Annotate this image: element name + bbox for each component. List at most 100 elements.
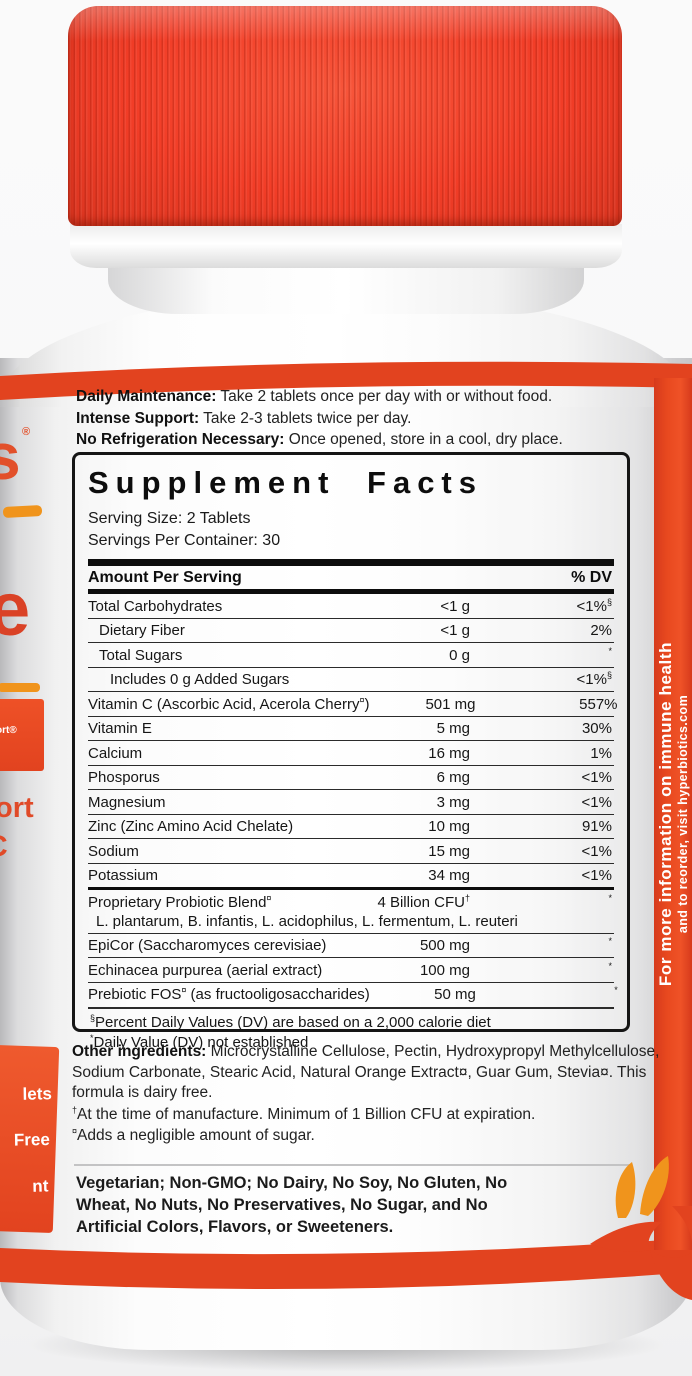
other-ingredients-block: Other ingredients: Microcrystalline Cell…	[72, 1042, 662, 1147]
nutrient-dv: *	[608, 936, 612, 946]
nutrient-amount: 501 mg	[425, 695, 476, 713]
nutrient-amount: 0 g	[449, 646, 470, 664]
direction-line: No Refrigeration Necessary: Once opened,…	[76, 429, 636, 451]
other-ingredients-label: Other ingredients:	[72, 1043, 207, 1060]
direction-label: Daily Maintenance:	[76, 388, 217, 405]
direction-text: Once opened, store in a cool, dry place.	[284, 431, 563, 448]
direction-line: Intense Support: Take 2-3 tablets twice …	[76, 408, 636, 430]
front-label-fragment-word: ort	[0, 792, 34, 824]
other-ingredients-text: Microcrystalline Cellulose, Pectin, Hydr…	[72, 1043, 660, 1101]
nutrient-amount: 3 mg	[436, 793, 470, 811]
badge-text: ort®	[0, 725, 17, 736]
table-row: Potassium 34 mg <1%	[88, 862, 614, 888]
bottle-body	[0, 358, 692, 1350]
nutrient-amount: <1 g	[440, 597, 470, 615]
percent-dv-header: % DV	[571, 569, 612, 586]
nutrient-dv: *	[614, 985, 618, 995]
direction-label: Intense Support:	[76, 409, 200, 427]
servings-per-container: Servings Per Container: 30	[88, 532, 281, 549]
side-stripe-line2: and to reorder, visit hyperbiotics.com	[675, 694, 690, 934]
table-row: Sodium 15 mg <1%	[88, 838, 614, 863]
footnote-line: §Percent Daily Values (DV) are based on …	[90, 1013, 614, 1033]
footnote-line: *Daily Value (DV) not established	[90, 1033, 614, 1053]
front-label-fragment-letter: e	[0, 567, 31, 652]
nutrient-amount: 4 Billion CFU†	[377, 892, 470, 911]
front-label-fragment-letter-c: C	[0, 830, 8, 864]
nutrient-amount: 15 mg	[428, 842, 470, 860]
divider-bar-medium	[88, 589, 614, 594]
divider-bar-thick	[88, 559, 614, 566]
other-ingredients-paragraph: Other ingredients: Microcrystalline Cell…	[72, 1042, 662, 1104]
side-stripe-line1: For more information on immune health	[656, 641, 676, 987]
nutrient-dv: *	[608, 960, 612, 971]
nutrient-name: Phosporus	[88, 769, 160, 786]
table-row: Total Sugars 0 g *	[88, 642, 614, 667]
brand-leaf-icon	[590, 1156, 692, 1300]
table-row: Vitamin E 5 mg 30%	[88, 715, 614, 741]
table-row: Magnesium 3 mg <1%	[88, 789, 614, 814]
footnote-symbol: §	[90, 1013, 96, 1023]
nutrient-name: Proprietary Probiotic Blend¤	[88, 892, 272, 911]
bottle-cap	[68, 6, 622, 226]
note-text: Adds a negligible amount of sugar.	[77, 1127, 315, 1144]
nutrient-name: Zinc (Zinc Amino Acid Chelate)	[88, 818, 294, 835]
front-label-fragment-dash	[2, 504, 43, 519]
nutrient-amount: 6 mg	[436, 769, 470, 786]
nutrient-amount: 500 mg	[419, 937, 470, 954]
cap-base-ring	[70, 224, 622, 268]
nutrient-dv: <1%§	[576, 596, 612, 615]
footnote-symbol: *	[90, 1033, 94, 1043]
directions-block: Daily Maintenance: Take 2 tablets once p…	[76, 386, 636, 451]
sf-rows: Total Carbohydrates <1 g <1%§ Dietary Fi…	[88, 594, 618, 1007]
section-divider	[74, 1164, 630, 1166]
nutrient-name: Vitamin E	[88, 720, 152, 737]
nutrient-name: EpiCor (Saccharomyces cerevisiae)	[88, 937, 327, 954]
dietary-claims: Vegetarian; Non-GMO; No Dairy, No Soy, N…	[76, 1174, 508, 1236]
footnote-text: Daily Value (DV) not established	[93, 1034, 309, 1051]
nutrient-name: Magnesium	[88, 793, 166, 811]
nutrient-amount: 10 mg	[428, 818, 470, 835]
bottle-neck	[108, 262, 584, 314]
nutrient-name: Total Sugars	[99, 646, 183, 664]
direction-text: Take 2-3 tablets twice per day.	[199, 409, 412, 427]
table-row: Vitamin C (Ascorbic Acid, Acerola Cherry…	[88, 691, 618, 716]
nutrient-name: Sodium	[88, 842, 139, 860]
front-label-fragment-reg: ®	[22, 426, 31, 438]
direction-text: Take 2 tablets once per day with or with…	[216, 388, 553, 405]
nutrient-amount: 5 mg	[436, 720, 470, 737]
nutrient-name: Vitamin C (Ascorbic Acid, Acerola Cherry…	[88, 694, 370, 713]
nutrient-name: Echinacea purpurea (aerial extract)	[88, 961, 323, 979]
nutrient-name: Potassium	[88, 867, 159, 884]
nutrient-name: Calcium	[88, 744, 143, 762]
nutrient-dv: 2%	[590, 622, 612, 639]
box-line: Free	[13, 1129, 51, 1150]
table-row: Phosporus 6 mg <1%	[88, 764, 614, 790]
table-row: Echinacea purpurea (aerial extract) 100 …	[88, 957, 614, 982]
dv-footnotes: §Percent Daily Values (DV) are based on …	[88, 1007, 614, 1053]
table-row: Calcium 16 mg 1%	[88, 740, 614, 765]
nutrient-dv: <1%§	[576, 670, 612, 689]
nutrient-dv: 1%	[590, 744, 612, 762]
table-row: Zinc (Zinc Amino Acid Chelate) 10 mg 91%	[88, 813, 614, 839]
front-label-fragment-underline	[0, 683, 40, 692]
side-stripe: For more information on immune health an…	[654, 378, 692, 1250]
nutrient-name: Dietary Fiber	[99, 622, 185, 639]
label-bottom-band	[0, 1238, 692, 1290]
note-text: At the time of manufacture. Minimum of 1…	[77, 1105, 536, 1123]
nutrient-name: Includes 0 g Added Sugars	[110, 671, 290, 688]
table-row: Prebiotic FOS¤ (as fructooligosaccharide…	[88, 981, 618, 1007]
table-row: Dietary Fiber <1 g 2%	[88, 617, 614, 643]
footnote-text: Percent Daily Values (DV) are based on a…	[95, 1014, 491, 1031]
note-symbol: †	[72, 1104, 78, 1115]
nutrient-dv: <1%	[581, 867, 612, 884]
direction-label: No Refrigeration Necessary:	[76, 431, 285, 448]
nutrient-dv: 557%	[579, 695, 618, 713]
nutrient-name: Prebiotic FOS¤ (as fructooligosaccharide…	[88, 985, 370, 1004]
direction-line: Daily Maintenance: Take 2 tablets once p…	[76, 386, 636, 408]
label-top-band	[0, 361, 692, 400]
supplement-facts-title: Supplement Facts	[88, 465, 483, 500]
nutrient-amount: <1 g	[440, 622, 470, 639]
table-row: Total Carbohydrates <1 g <1%§	[88, 594, 614, 618]
amount-per-serving-header: Amount Per Serving	[88, 569, 242, 586]
